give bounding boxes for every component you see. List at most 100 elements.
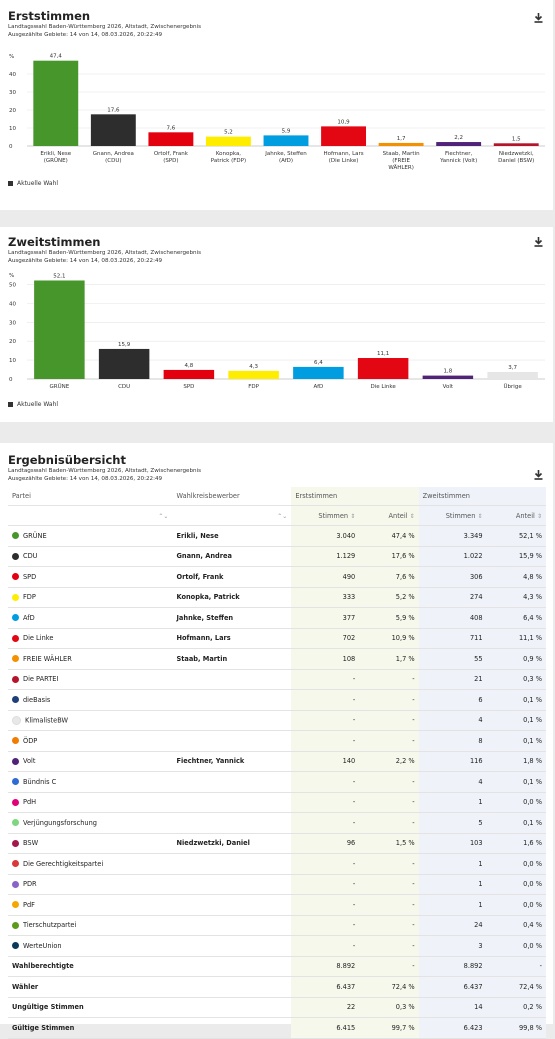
category-label: Patrick (FDP) bbox=[211, 158, 246, 164]
party-name: KlimalisteBW bbox=[25, 716, 69, 725]
sort-partei-button[interactable]: ⌃⌄ bbox=[8, 505, 173, 526]
category-label: SPD bbox=[183, 384, 194, 390]
erst-anteil-value: 7,6 % bbox=[359, 566, 419, 588]
party-cell: GRÜNE bbox=[8, 525, 173, 547]
party-cell: PdF bbox=[8, 894, 173, 916]
y-tick-label: 0 bbox=[9, 377, 13, 383]
sort-icon: ⇕ bbox=[350, 512, 356, 520]
category-label: (SPD) bbox=[163, 158, 178, 164]
erst-stimmen-value: - bbox=[291, 689, 360, 711]
candidate-name bbox=[172, 935, 292, 957]
sort-erst-anteil-button[interactable]: Anteil ⇕ bbox=[359, 505, 419, 526]
category-label: WÄHLER) bbox=[388, 164, 414, 171]
value-label: 17,6 bbox=[107, 107, 120, 113]
erst-anteil-value: - bbox=[359, 710, 419, 731]
erst-anteil-value: - bbox=[359, 956, 419, 977]
y-tick-label: 30 bbox=[9, 90, 16, 96]
erst-anteil-value: 72,4 % bbox=[359, 976, 419, 998]
category-label: Volt bbox=[443, 384, 454, 390]
bar bbox=[148, 132, 194, 146]
category-label: Ortolf, Frank bbox=[154, 151, 189, 157]
table-row: KlimalisteBW - -4 0,1 % bbox=[8, 710, 546, 731]
table-row: Verjüngungsforschung - -5 0,1 % bbox=[8, 812, 546, 834]
party-name: Die Gerechtigkeitspartei bbox=[23, 859, 104, 868]
erst-stimmen-value: - bbox=[291, 812, 360, 834]
party-color-dot bbox=[12, 798, 19, 806]
sort-erst-stimmen-button[interactable]: Stimmen ⇕ bbox=[291, 505, 360, 526]
sort-icon: ⌃⌄ bbox=[277, 512, 288, 520]
download-icon[interactable] bbox=[534, 470, 543, 480]
sort-label: Stimmen bbox=[318, 511, 349, 520]
party-color-dot bbox=[12, 696, 19, 704]
category-label: Die Linke bbox=[370, 384, 396, 390]
table-sort-row: ⌃⌄ ⌃⌄ Stimmen ⇕ Anteil ⇕ Stimmen ⇕ Antei… bbox=[8, 505, 546, 526]
bar bbox=[357, 358, 409, 379]
download-icon[interactable] bbox=[534, 237, 543, 247]
total-label: Gültige Stimmen bbox=[8, 1017, 173, 1039]
erst-stimmen-value: - bbox=[291, 915, 360, 936]
party-name: SPD bbox=[23, 572, 37, 581]
value-label: 47,4 bbox=[50, 54, 63, 60]
download-icon[interactable] bbox=[534, 13, 543, 23]
zweit-anteil-value: 1,8 % bbox=[486, 751, 546, 772]
category-label: Staab, Martin bbox=[383, 151, 420, 157]
subtitle-line: Ausgezählte Gebiete: 14 von 14, 08.03.20… bbox=[8, 476, 163, 482]
total-row: Wahlberechtigte 8.892-8.892- bbox=[8, 956, 546, 977]
zweitstimmen-chart: % 0 10 20 30 40 50 52,1 GRÜNE 15,9 CDU 4,8 SPD 4,3 FDP… bbox=[9, 273, 545, 390]
zweit-anteil-value: 0,0 % bbox=[486, 874, 546, 895]
legend-label: Aktuelle Wahl bbox=[17, 401, 59, 408]
total-label: Wahlberechtigte bbox=[8, 956, 173, 977]
sort-zweit-stimmen-button[interactable]: Stimmen ⇕ bbox=[418, 505, 487, 526]
category-label: Gnann, Andrea bbox=[93, 151, 134, 157]
party-name: Bündnis C bbox=[23, 777, 57, 786]
erststimmen-chart: % 0 10 20 30 40 47,4 Erikli, Nese(GRÜNE) 17,6 Gna… bbox=[9, 54, 545, 171]
table-row: AfD Jahnke, Steffen 377 5,9 % 408 6,4 % bbox=[8, 607, 546, 629]
party-cell: AfD bbox=[8, 607, 173, 629]
party-cell: ÖDP bbox=[8, 730, 173, 752]
erst-anteil-value: 1,5 % bbox=[359, 833, 419, 854]
sort-zweit-anteil-button[interactable]: Anteil ⇕ bbox=[486, 505, 546, 526]
candidate-name: Konopka, Patrick bbox=[172, 587, 292, 608]
zweit-stimmen-value: 103 bbox=[418, 833, 487, 854]
zweit-stimmen-value: 711 bbox=[418, 628, 487, 649]
erst-stimmen-value: 490 bbox=[291, 566, 360, 588]
zweit-stimmen-value: 3.349 bbox=[418, 525, 487, 547]
erst-anteil-value: 2,2 % bbox=[359, 751, 419, 772]
party-name: AfD bbox=[23, 613, 35, 622]
erst-anteil-value: - bbox=[359, 669, 419, 690]
table-row: PdH - -1 0,0 % bbox=[8, 792, 546, 813]
party-color-dot bbox=[12, 880, 19, 888]
bar bbox=[205, 136, 251, 146]
zweit-anteil-value: 0,0 % bbox=[486, 853, 546, 875]
value-label: 2,2 bbox=[454, 135, 463, 141]
sort-icon: ⌃⌄ bbox=[158, 512, 169, 520]
erst-anteil-value: 17,6 % bbox=[359, 546, 419, 567]
total-row: Wähler 6.437 72,4 % 6.437 72,4 % bbox=[8, 976, 546, 998]
candidate-name bbox=[172, 710, 292, 731]
erst-stimmen-value: 333 bbox=[291, 587, 360, 608]
y-tick-label: 20 bbox=[9, 339, 16, 345]
zweit-stimmen-value: 408 bbox=[418, 607, 487, 629]
party-name: ÖDP bbox=[23, 736, 38, 745]
zweit-anteil-value: 0,1 % bbox=[486, 710, 546, 731]
zweit-anteil-value: 0,9 % bbox=[486, 648, 546, 670]
zweit-anteil-value: 0,1 % bbox=[486, 689, 546, 711]
sort-bewerber-button[interactable]: ⌃⌄ bbox=[172, 505, 292, 526]
table-header-row: Partei Wahlkreisbewerber Erststimmen Zwe… bbox=[8, 487, 546, 506]
party-color-dot bbox=[12, 819, 19, 827]
bar bbox=[163, 369, 215, 379]
table-row: GRÜNE Erikli, Nese 3.040 47,4 % 3.349 52,1 % bbox=[8, 525, 546, 547]
bar bbox=[493, 143, 539, 146]
category-label: Fiechtner, bbox=[445, 151, 472, 157]
erst-anteil-value: - bbox=[359, 812, 419, 834]
party-cell: PdH bbox=[8, 792, 173, 813]
party-color-dot bbox=[12, 737, 19, 745]
category-label: Jahnke, Steffen bbox=[264, 151, 307, 157]
party-color-dot bbox=[12, 614, 19, 622]
uebersicht-subtitle: Landtagswahl Baden-Württemberg 2026, Alt… bbox=[8, 467, 201, 483]
zweit-stimmen-value: 3 bbox=[418, 935, 487, 957]
party-name: Die PARTEI bbox=[23, 675, 59, 684]
zweit-anteil-value: 1,6 % bbox=[486, 833, 546, 854]
table-row: SPD Ortolf, Frank 490 7,6 % 306 4,8 % bbox=[8, 566, 546, 588]
erst-stimmen-value: 8.892 bbox=[291, 956, 360, 977]
